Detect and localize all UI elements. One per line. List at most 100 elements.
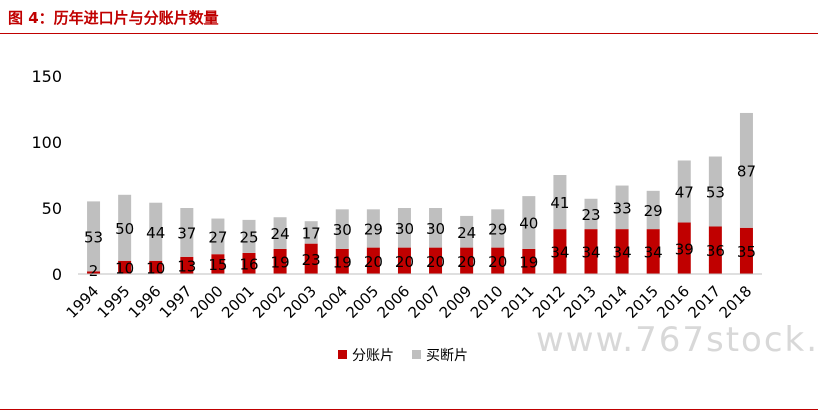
bar-segment-buyout [304, 221, 318, 244]
bar-segment-revenue-share [118, 260, 132, 274]
data-label-buyout: 30 [333, 221, 352, 239]
data-label-revenue-share: 20 [488, 253, 507, 271]
data-label-revenue-share: 20 [457, 253, 476, 271]
data-label-revenue-share: 20 [426, 253, 445, 271]
data-label-revenue-share: 34 [550, 244, 569, 262]
bar-segment-buyout [460, 215, 474, 248]
bar-segment-revenue-share [677, 222, 691, 274]
bar-segment-buyout [615, 185, 629, 230]
data-label-buyout: 33 [613, 199, 632, 217]
legend-swatch [338, 350, 347, 359]
data-label-revenue-share: 19 [519, 253, 538, 271]
data-label-revenue-share: 16 [239, 255, 258, 273]
data-label-revenue-share: 39 [675, 240, 694, 258]
x-tick-label: 2006 [374, 282, 414, 322]
bar-segment-buyout [118, 194, 132, 261]
bar-segment-buyout [708, 156, 722, 227]
bar-segment-buyout [397, 208, 411, 248]
bar-segment-buyout [491, 209, 505, 248]
x-tick-label: 2009 [436, 282, 476, 322]
data-label-revenue-share: 13 [177, 257, 196, 275]
bar-segment-buyout [149, 202, 163, 261]
data-label-revenue-share: 19 [333, 253, 352, 271]
bar-segment-buyout [522, 196, 536, 249]
y-tick-label: 150 [31, 67, 62, 86]
data-label-buyout: 30 [395, 220, 414, 238]
data-label-revenue-share: 23 [302, 251, 321, 269]
data-label-buyout: 53 [84, 228, 103, 246]
x-tick-label: 1994 [63, 282, 103, 322]
bar-segment-buyout [366, 209, 380, 248]
bar-segment-revenue-share [553, 229, 567, 274]
x-axis: 1994199519961997200020012002200320042005… [63, 273, 762, 322]
watermark: www.767stock.c [536, 320, 818, 360]
bar-segment-revenue-share [429, 247, 443, 274]
y-tick-label: 100 [31, 133, 62, 152]
x-tick-label: 2013 [560, 282, 600, 322]
data-label-buyout: 87 [737, 162, 756, 180]
data-label-revenue-share: 20 [364, 253, 383, 271]
bar-segment-revenue-share [522, 248, 536, 274]
x-tick-label: 2001 [218, 282, 258, 322]
bar-segment-revenue-share [366, 247, 380, 274]
data-label-buyout: 29 [644, 202, 663, 220]
bar-segment-revenue-share [242, 252, 256, 274]
legend-label: 买断片 [426, 348, 468, 364]
data-label-buyout: 41 [550, 194, 569, 212]
data-label-buyout: 24 [271, 225, 290, 243]
x-tick-label: 2010 [467, 282, 507, 322]
data-label-buyout: 50 [115, 220, 134, 238]
x-tick-label: 2015 [622, 282, 662, 322]
bar-segment-buyout [242, 219, 256, 253]
bar-segment-buyout [429, 208, 443, 248]
data-label-revenue-share: 35 [737, 243, 756, 261]
x-tick-label: 2011 [498, 282, 538, 322]
x-tick-label: 2016 [653, 282, 693, 322]
bar-segment-buyout [273, 217, 287, 249]
legend: 分账片 买断片 [338, 348, 468, 364]
data-label-buyout: 37 [177, 224, 196, 242]
x-tick-label: 2017 [684, 282, 724, 322]
x-tick-label: 2005 [342, 282, 382, 322]
bar-segment-revenue-share [273, 248, 287, 274]
data-label-revenue-share: 2 [89, 262, 99, 280]
bar-segment-buyout [180, 208, 194, 257]
data-label-revenue-share: 34 [581, 244, 600, 262]
x-tick-label: 2000 [187, 282, 227, 322]
y-tick-label: 50 [42, 199, 62, 218]
x-tick-label: 2012 [529, 282, 569, 322]
bar-segment-revenue-share [584, 229, 598, 274]
bar-segment-revenue-share [211, 254, 225, 274]
bar-segment-revenue-share [335, 248, 349, 274]
data-label-buyout: 40 [519, 215, 538, 233]
data-label-revenue-share: 15 [208, 256, 227, 274]
bar-segment-revenue-share [708, 226, 722, 274]
legend-label: 分账片 [352, 348, 394, 364]
x-tick-label: 1997 [156, 282, 196, 322]
x-tick-label: 2014 [591, 282, 631, 322]
x-tick-label: 2003 [280, 282, 320, 322]
x-tick-label: 2004 [311, 282, 351, 322]
bar-segment-revenue-share [397, 247, 411, 274]
bar-segment-revenue-share [615, 229, 629, 274]
data-label-buyout: 17 [302, 224, 321, 242]
data-label-buyout: 29 [364, 220, 383, 238]
bar-segment-revenue-share [180, 256, 194, 274]
bar-segment-revenue-share [87, 271, 101, 274]
x-tick-label: 2002 [249, 282, 289, 322]
bar-segment-buyout [677, 160, 691, 223]
data-label-revenue-share: 10 [115, 259, 134, 277]
bar-segment-revenue-share [304, 243, 318, 274]
title-rule [0, 33, 818, 34]
bars: 2 53 10 50 10 44 13 37 15 27 16 25 19 24 23 17 19 30 20 29 2… [84, 112, 756, 280]
bar-segment-revenue-share [491, 247, 505, 274]
y-tick-label: 0 [52, 265, 62, 284]
bar-segment-buyout [87, 201, 101, 272]
data-label-buyout: 25 [239, 228, 258, 246]
bar-segment-revenue-share [739, 227, 753, 274]
bar-segment-buyout [584, 198, 598, 230]
data-label-revenue-share: 10 [146, 259, 165, 277]
x-tick-label: 2018 [716, 282, 756, 322]
data-label-buyout: 29 [488, 220, 507, 238]
